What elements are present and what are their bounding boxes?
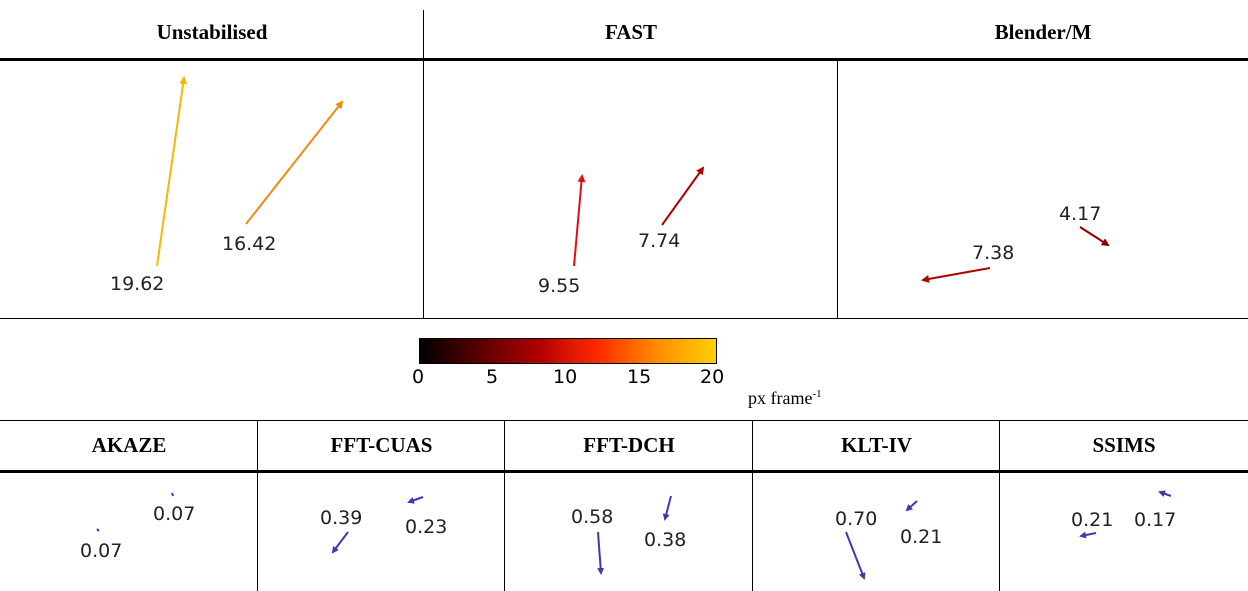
colorbar-unit: px frame-1 [748, 388, 822, 408]
value-akaze-2: 0.07 [153, 503, 195, 525]
header-fft-cuas: FFT-CUAS [330, 433, 433, 457]
top-divider-1 [423, 10, 424, 318]
value-blender-2: 4.17 [1059, 203, 1101, 225]
arrow-fftdch-2 [662, 495, 672, 521]
header-fft-dch: FFT-DCH [583, 433, 675, 457]
value-fftdch-2: 0.38 [644, 529, 686, 551]
bottom-top-rule [0, 420, 1248, 421]
value-unstabilised-2: 16.42 [222, 233, 276, 255]
value-ssims-1: 0.21 [1071, 509, 1113, 531]
header-klt-iv: KLT-IV [841, 433, 912, 457]
bottom-header-rule [0, 470, 1248, 473]
header-akaze: AKAZE [91, 433, 167, 457]
value-fast-1: 9.55 [538, 275, 580, 297]
header-unstabilised: Unstabilised [156, 20, 268, 44]
header-fast: FAST [604, 20, 658, 44]
arrow-blender-2 [1079, 226, 1110, 247]
value-fftcuas-1: 0.39 [320, 507, 362, 529]
value-kltiv-2: 0.21 [900, 526, 942, 548]
value-ssims-2: 0.17 [1134, 509, 1176, 531]
value-fast-2: 7.74 [638, 230, 680, 252]
arrow-akaze-1 [96, 528, 100, 532]
header-ssims: SSIMS [1092, 433, 1156, 457]
colorbar-tick-20: 20 [700, 366, 725, 388]
top-divider-2 [837, 58, 838, 318]
arrow-blender-1 [921, 267, 991, 283]
value-fftcuas-2: 0.23 [405, 516, 447, 538]
value-fftdch-1: 0.58 [571, 506, 613, 528]
arrow-fast-2 [661, 166, 705, 226]
bottom-divider-2 [504, 420, 505, 591]
colorbar [419, 338, 717, 364]
arrow-fast-1 [573, 174, 586, 267]
colorbar-tick-15: 15 [627, 366, 652, 388]
header-blender-m: Blender/M [994, 20, 1092, 44]
top-bottom-rule [0, 318, 1248, 319]
colorbar-tick-0: 0 [412, 366, 425, 388]
bottom-divider-4 [999, 420, 1000, 591]
colorbar-tick-5: 5 [486, 366, 499, 388]
bottom-divider-1 [257, 420, 258, 591]
arrow-fftcuas-1 [331, 531, 349, 554]
arrow-fftcuas-2 [407, 496, 424, 504]
arrow-kltiv-2 [905, 500, 918, 512]
arrow-unstabilised-1 [156, 76, 188, 267]
colorbar-tick-10: 10 [553, 366, 578, 388]
arrow-akaze-2 [171, 492, 174, 497]
top-rule [0, 58, 1248, 61]
arrow-fftdch-1 [597, 531, 605, 575]
arrow-kltiv-1 [845, 531, 866, 580]
arrow-ssims-2 [1158, 490, 1172, 497]
arrow-unstabilised-2 [245, 100, 344, 225]
value-blender-1: 7.38 [972, 242, 1014, 264]
value-akaze-1: 0.07 [80, 540, 122, 562]
arrow-ssims-1 [1079, 531, 1097, 539]
value-unstabilised-1: 19.62 [110, 273, 164, 295]
bottom-divider-3 [752, 420, 753, 591]
value-kltiv-1: 0.70 [835, 508, 877, 530]
